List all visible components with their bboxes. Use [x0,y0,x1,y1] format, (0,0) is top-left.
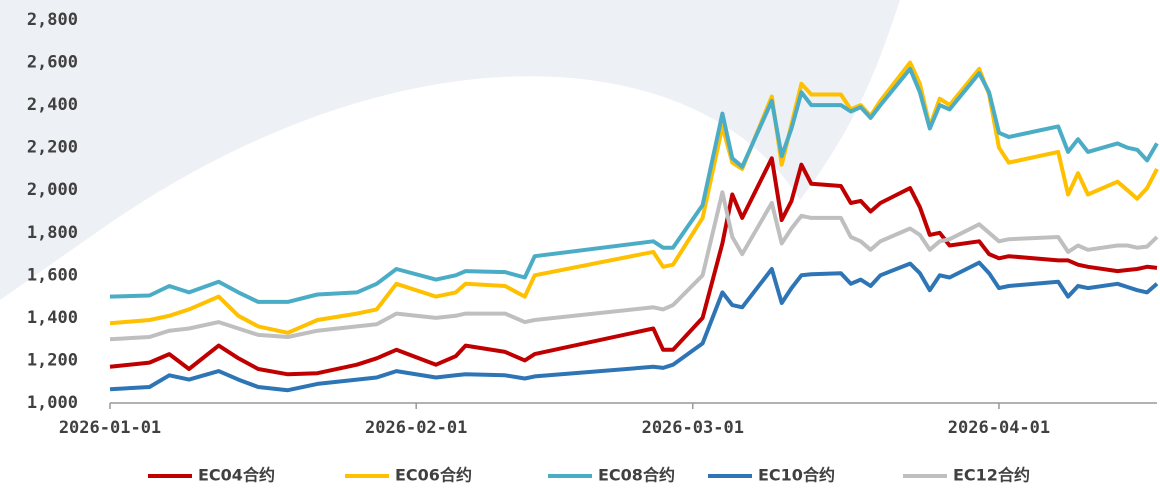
series-line [109,156,1158,377]
legend-label: EC08合约 [598,466,675,485]
series-line [109,60,1159,335]
legend-label: EC12合约 [953,466,1030,485]
y-tick-label: 2,000 [27,180,78,200]
x-tick-label: 2026-03-01 [642,418,744,438]
x-tick-label: 2026-02-01 [365,418,467,438]
x-tick-label: 2026-01-01 [59,418,161,438]
series-line [109,260,1159,393]
y-tick-label: 1,800 [27,223,78,243]
y-tick-label: 2,400 [27,95,78,115]
y-tick-label: 2,800 [27,10,78,30]
series-line [109,190,1159,342]
y-tick-label: 2,200 [27,138,78,158]
y-tick-label: 1,000 [27,393,78,413]
x-tick-label: 2026-04-01 [948,418,1050,438]
y-tick-label: 1,400 [27,308,78,328]
series-line [109,66,1159,304]
y-tick-label: 1,600 [27,265,78,285]
legend-label: EC10合约 [758,466,835,485]
y-tick-label: 1,200 [27,350,78,370]
background-brush [0,0,900,300]
legend-label: EC04合约 [198,466,275,485]
y-tick-label: 2,600 [27,53,78,73]
legend-label: EC06合约 [395,466,472,485]
